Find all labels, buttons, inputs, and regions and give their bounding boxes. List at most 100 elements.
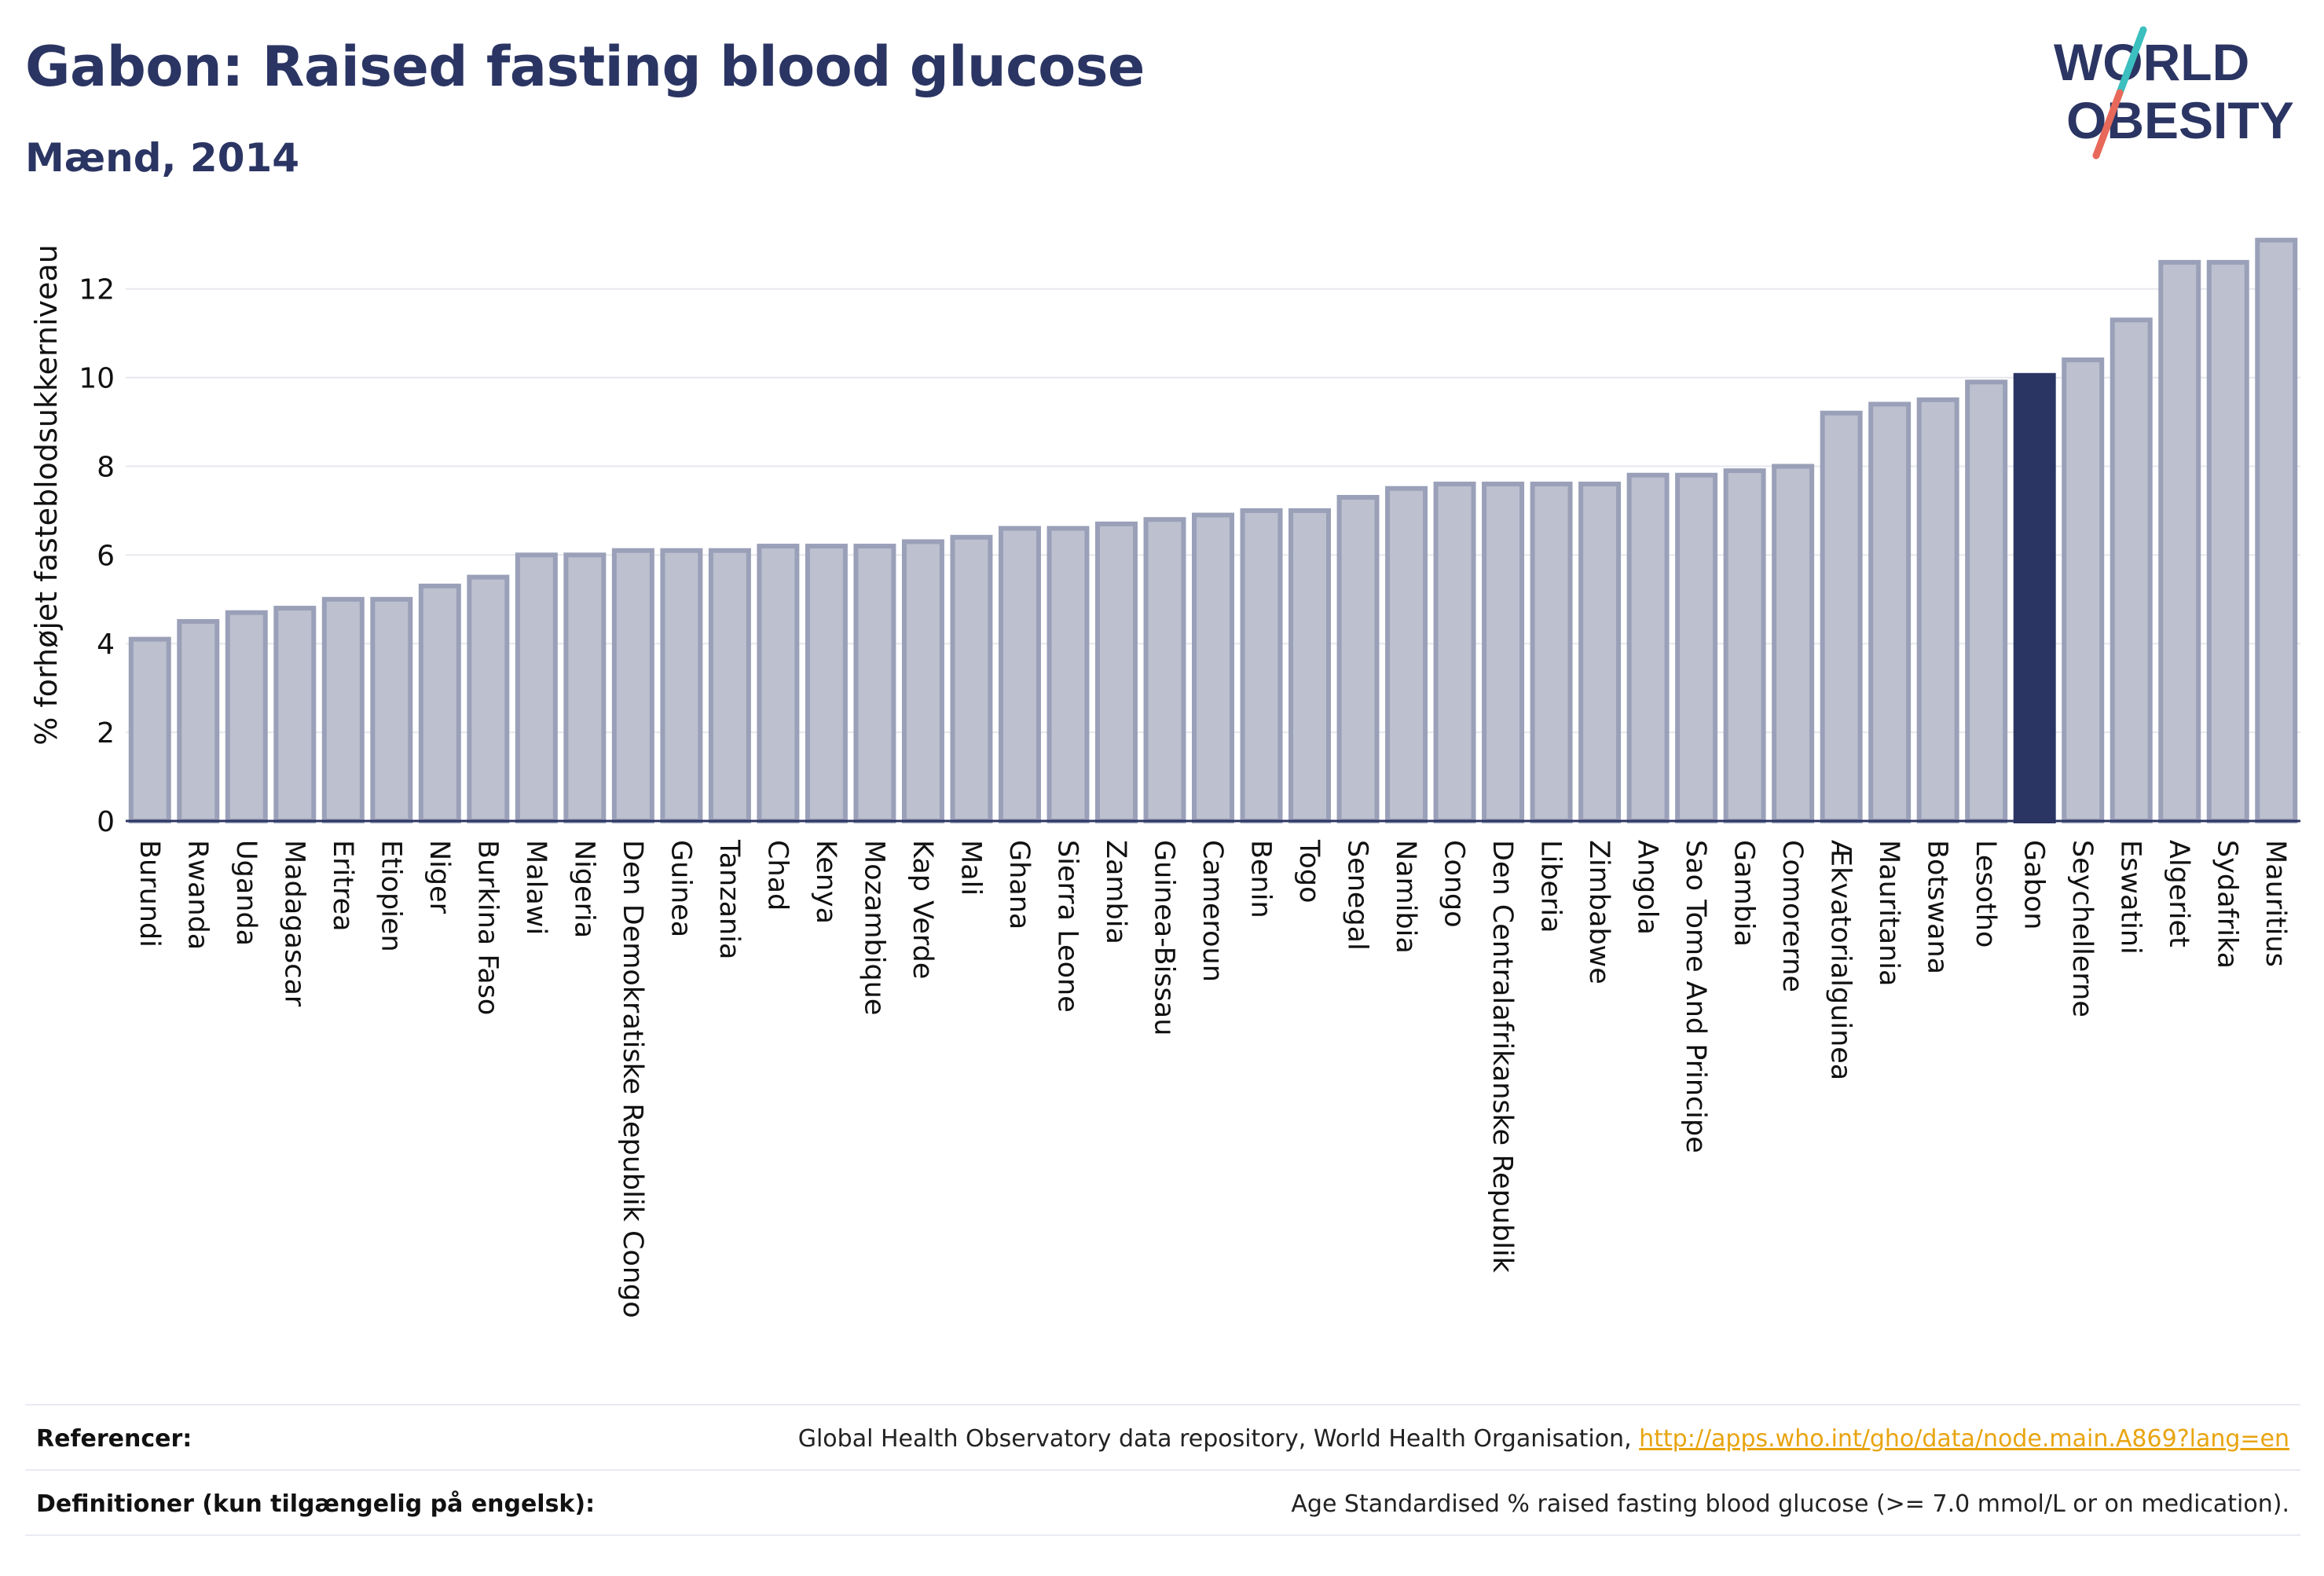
footer-divider-bottom [25, 1534, 2300, 1536]
x-tick-label: Congo [1439, 840, 1470, 928]
x-tick-label: Namibia [1390, 840, 1421, 954]
bar [467, 574, 510, 823]
bar [853, 544, 896, 823]
bar [1723, 468, 1766, 823]
definitions-value: Age Standardised % raised fasting blood … [1291, 1490, 2289, 1518]
bar [321, 596, 365, 823]
bar [901, 539, 944, 823]
x-tick-label: Eswatini [2115, 840, 2146, 955]
x-tick-label: Gabon [2018, 840, 2050, 929]
x-tick-label: Etiopien [375, 840, 406, 952]
x-tick-label: Burkina Faso [471, 840, 503, 1015]
bar [2158, 259, 2201, 823]
bar [2062, 357, 2105, 824]
logo-slash-bottom [2092, 89, 2124, 159]
x-tick-label: Liberia [1535, 840, 1567, 933]
x-tick-label: Algeriet [2163, 840, 2194, 947]
x-tick-label: Mali [955, 840, 986, 896]
bar-layer [128, 237, 2298, 824]
y-axis-label: % forhøjet fasteblodsukkerniveau [29, 244, 64, 746]
x-tick-label: Benin [1245, 840, 1277, 918]
bar [611, 548, 654, 824]
bar [128, 636, 171, 824]
references-text: Global Health Observatory data repositor… [797, 1424, 1640, 1453]
y-tick-label: 2 [97, 717, 115, 750]
bar [1675, 472, 1718, 823]
bar [1578, 482, 1622, 823]
bar [273, 606, 317, 823]
bar [1772, 464, 1815, 823]
footer-divider-top [25, 1404, 2300, 1406]
bar [1916, 397, 1959, 823]
x-tick-label: Niger [423, 840, 455, 914]
bar [1482, 482, 1525, 823]
x-tick-label: Ækvatorialguinea [1825, 840, 1857, 1080]
page-title: Gabon: Raised fasting blood glucose [25, 35, 1145, 99]
bar [1192, 512, 1234, 823]
bar [1336, 494, 1380, 823]
y-tick-label: 12 [79, 274, 115, 306]
x-tick-label: Togo [1293, 839, 1325, 903]
x-tick-label: Mauritania [1873, 840, 1904, 986]
bar [225, 610, 268, 823]
x-tick-label: Sydafrika [2212, 840, 2243, 969]
bar [660, 548, 703, 824]
bar [757, 544, 800, 823]
bar [1626, 472, 1670, 823]
x-tick-label: Ghana [1003, 840, 1035, 929]
x-tick-label: Eritrea [327, 840, 358, 932]
bar [1868, 401, 1912, 823]
bar-highlight [2013, 372, 2056, 823]
x-tick-label: Uganda [230, 840, 262, 946]
x-tick-label: Zimbabwe [1583, 840, 1615, 984]
x-tick-label: Lesotho [1970, 840, 2001, 947]
world-obesity-logo: WORLD OBESITY [2054, 26, 2294, 159]
page-subtitle: Mænd, 2014 [25, 135, 300, 181]
bar [805, 544, 848, 823]
x-tick-label: Burundi [134, 840, 165, 947]
bar [1530, 482, 1573, 823]
bar [1143, 517, 1186, 823]
bar [177, 619, 220, 823]
bar [1433, 482, 1476, 823]
x-tick-label: Chad [761, 840, 793, 911]
bar [1820, 410, 1863, 823]
bar [515, 552, 558, 823]
x-tick-label: Guinea-Bissau [1148, 840, 1179, 1035]
bar [2255, 237, 2298, 824]
x-tick-label: Guinea [665, 840, 696, 937]
y-tick-label: 6 [97, 540, 115, 572]
x-tick-label: Gambia [1728, 840, 1760, 947]
bar [2110, 317, 2153, 823]
bar [370, 596, 413, 823]
x-tick-label: Sierra Leone [1051, 840, 1083, 1013]
x-tick-label: Mauritius [2260, 840, 2291, 967]
bar [418, 583, 461, 823]
bar [708, 548, 751, 824]
references-link[interactable]: http://apps.who.int/gho/data/node.main.A… [1639, 1424, 2289, 1453]
bar [1240, 508, 1283, 823]
logo-line1: WORLD [2054, 33, 2249, 91]
bar [1288, 508, 1332, 823]
footer-references-row: Referencer: Global Health Observatory da… [25, 1406, 2300, 1471]
x-tick-label: Den Centralafrikanske Republik [1486, 840, 1518, 1274]
x-tick-label: Angola [1632, 840, 1663, 935]
bar [1047, 526, 1090, 823]
bar [1094, 521, 1138, 824]
logo-slash-top [2116, 26, 2147, 97]
bar [950, 534, 993, 824]
references-label: Referencer: [36, 1424, 192, 1453]
x-tick-label: Senegal [1342, 840, 1373, 951]
x-tick-label: Sao Tome And Principe [1680, 840, 1711, 1153]
x-tick-label: Madagascar [278, 840, 310, 1007]
bar [2206, 259, 2249, 823]
x-tick-label: Rwanda [181, 840, 213, 950]
x-tick-label: Malawi [520, 840, 552, 935]
x-tick-label: Nigeria [568, 840, 599, 938]
bar-chart: 0 2 4 6 8 10 12 Burundi Rwanda Uganda Madagascar Er… [29, 237, 2300, 1318]
bar [563, 552, 607, 823]
y-tick-label: 10 [79, 363, 115, 395]
references-value: Global Health Observatory data repositor… [798, 1425, 2300, 1453]
x-tick-label: Cameroun [1197, 840, 1228, 982]
x-tick-label: Tanzania [713, 839, 745, 959]
